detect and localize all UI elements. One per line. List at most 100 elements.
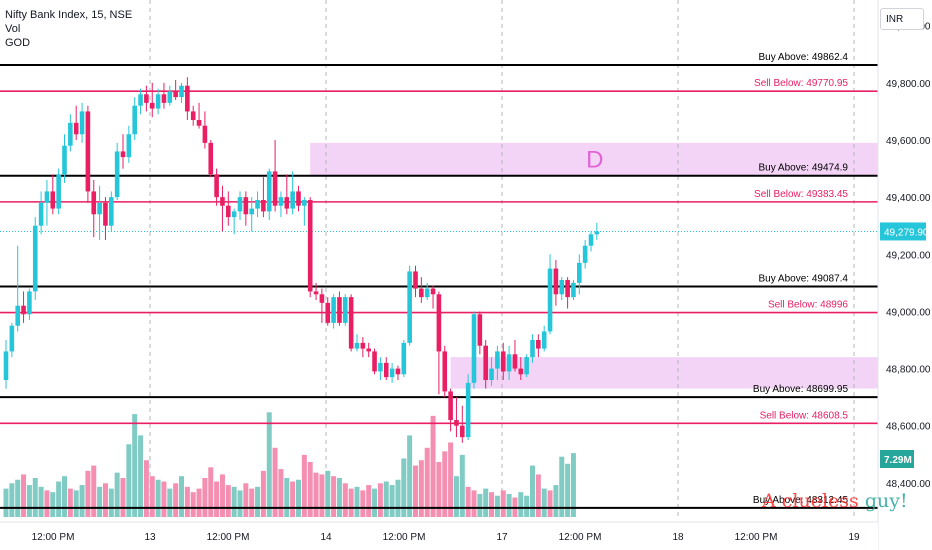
candle-body: [185, 85, 190, 112]
candle-body: [161, 94, 167, 103]
candle-body: [249, 208, 254, 215]
volume-bar: [56, 481, 62, 517]
candle-body: [588, 234, 594, 246]
candle-body: [91, 191, 97, 215]
volume-bar: [62, 476, 67, 517]
candle-body: [495, 351, 500, 369]
symbol-title[interactable]: Nifty Bank Index, 15, NSE: [5, 9, 133, 21]
price-tick-label: 49,800.00: [886, 79, 931, 90]
candle-body: [541, 331, 547, 349]
candle-body: [278, 197, 284, 206]
volume-bar: [331, 476, 337, 517]
volume-bar: [348, 488, 354, 517]
volume-bar: [73, 490, 79, 517]
time-axis-bg: [0, 522, 878, 550]
watermark-text: A clueless: [762, 490, 865, 512]
god-indicator-label[interactable]: GOD: [5, 37, 31, 49]
candle-body: [424, 288, 430, 298]
candle-body: [27, 291, 32, 315]
candle-body: [331, 297, 336, 323]
volume-bar: [471, 490, 477, 517]
volume-bar: [231, 486, 237, 517]
candle-body: [149, 102, 155, 109]
candle-body: [85, 111, 91, 192]
candle-body: [231, 211, 237, 218]
candle-body: [302, 200, 307, 206]
volume-bar: [325, 470, 331, 517]
candle-body: [454, 420, 459, 426]
candle-body: [343, 297, 348, 323]
volume-bar: [483, 488, 489, 517]
candle-body: [226, 205, 231, 218]
candle-body: [202, 125, 208, 143]
candle-body: [261, 200, 266, 212]
volume-bar: [120, 477, 126, 517]
price-tick-label: 48,600.00: [886, 422, 931, 433]
candle-body: [565, 280, 570, 298]
volume-bar: [354, 486, 360, 517]
volume-bar: [530, 465, 535, 517]
time-tick-label: 12:00 PM: [32, 532, 75, 543]
volume-bar: [219, 474, 225, 517]
price-tick-label: 49,600.00: [886, 136, 931, 147]
candle-body: [79, 111, 85, 135]
candle-body: [144, 94, 149, 103]
volume-bar: [26, 485, 32, 517]
volume-bar: [3, 488, 9, 517]
volume-bar: [506, 493, 512, 517]
volume-bar: [319, 474, 325, 517]
volume-indicator-label[interactable]: Vol: [5, 23, 21, 35]
volume-bar: [114, 472, 120, 517]
candle-body: [436, 294, 442, 352]
author-watermark: A clueless guy!: [762, 490, 908, 512]
candle-body: [114, 151, 120, 198]
volume-bar: [465, 486, 471, 517]
volume-bar: [377, 483, 383, 517]
candle-body: [419, 288, 424, 298]
volume-bar: [149, 476, 155, 517]
volume-bar: [108, 488, 114, 517]
chart-legend: Nifty Bank Index, 15, NSE Vol GOD: [5, 8, 132, 50]
volume-bar: [436, 462, 442, 517]
volume-bar: [336, 477, 342, 517]
candle-body: [179, 85, 184, 98]
volume-bar: [79, 485, 85, 517]
volume-bar: [535, 474, 541, 517]
candle-body: [395, 368, 401, 375]
candle-body: [313, 291, 319, 295]
candle-body: [389, 368, 395, 378]
candle-body: [44, 191, 50, 203]
volume-bar: [541, 488, 547, 517]
candle-body: [68, 122, 73, 146]
time-axis[interactable]: 12:00 PM 13 12:00 PM 14 12:00 PM 17 12:00 PM 18…: [0, 521, 878, 550]
volume-bar: [67, 488, 73, 517]
volume-bar: [407, 435, 413, 517]
candle-body: [132, 105, 137, 135]
volume-bar: [255, 486, 261, 517]
candle-body: [360, 342, 366, 349]
volume-bar: [524, 495, 530, 517]
price-axis[interactable]: 50,000.0049,800.0049,600.0049,400.0049,2…: [877, 0, 932, 550]
volume-bar: [401, 458, 407, 517]
volume-bar: [167, 488, 173, 517]
volume-bar: [143, 460, 149, 517]
volume-bar: [500, 490, 506, 517]
volume-bar: [184, 486, 190, 517]
volume-bar: [477, 493, 483, 517]
volume-bar: [559, 456, 565, 517]
candle-body: [237, 197, 243, 212]
volume-bar: [173, 483, 179, 517]
candle-body: [471, 314, 477, 383]
volume-bar: [301, 454, 307, 517]
volume-bar: [102, 483, 108, 517]
candles-layer: [3, 77, 600, 443]
volume-bar: [284, 477, 290, 517]
candle-body: [173, 91, 178, 98]
currency-button[interactable]: INR: [880, 8, 924, 30]
candle-body: [272, 171, 278, 206]
candle-body: [354, 342, 360, 349]
candle-body: [32, 225, 38, 292]
volume-bar: [9, 483, 15, 517]
volume-bar: [214, 481, 220, 517]
